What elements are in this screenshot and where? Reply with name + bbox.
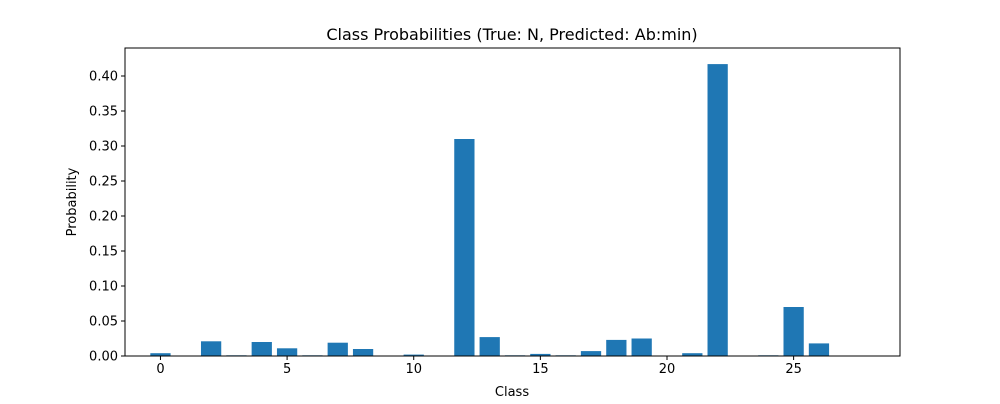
y-tick-label: 0.25 — [89, 175, 118, 190]
bar-class-18 — [606, 339, 627, 356]
bar-class-2 — [200, 341, 222, 356]
bar-class-25 — [783, 307, 804, 356]
bar-class-10 — [403, 354, 424, 356]
y-axis-label: Probability — [65, 167, 80, 236]
x-tick-label: 20 — [659, 362, 676, 377]
y-tick-label: 0.30 — [89, 140, 118, 155]
bar-class-17 — [580, 351, 602, 356]
bar-class-4 — [251, 342, 272, 356]
y-tick-label: 0.35 — [89, 105, 118, 120]
bar-class-13 — [479, 337, 500, 356]
chart-title: Class Probabilities (True: N, Predicted:… — [326, 25, 697, 44]
bar-class-22 — [707, 64, 728, 356]
y-tick-label: 0.40 — [89, 70, 118, 85]
bar-class-19 — [631, 338, 652, 356]
y-tick-label: 0.00 — [89, 350, 118, 365]
y-tick-label: 0.20 — [89, 210, 118, 225]
bar-class-8 — [352, 349, 374, 356]
bar-class-15 — [530, 353, 551, 356]
bar-class-26 — [808, 343, 830, 356]
bar-class-7 — [327, 342, 348, 356]
y-axis: 0.00 0.05 0.10 0.15 0.20 0.25 0.30 0.35 0.40 — [89, 70, 125, 365]
x-tick-label: 5 — [283, 362, 291, 377]
x-tick-label: 25 — [785, 362, 802, 377]
x-tick-label: 10 — [405, 362, 422, 377]
bar-class-12 — [454, 139, 475, 356]
bars-group — [150, 64, 830, 356]
y-tick-label: 0.15 — [89, 245, 118, 260]
x-tick-label: 15 — [532, 362, 549, 377]
x-axis: 0 5 10 15 20 25 — [156, 356, 802, 377]
x-axis-label: Class — [495, 385, 529, 400]
bar-class-0 — [150, 353, 171, 356]
plot-frame — [124, 47, 901, 357]
x-tick-label: 0 — [156, 362, 164, 377]
y-tick-label: 0.05 — [89, 315, 118, 330]
bar-class-5 — [276, 348, 298, 356]
bar-class-21 — [682, 353, 703, 356]
y-tick-label: 0.10 — [89, 280, 118, 295]
